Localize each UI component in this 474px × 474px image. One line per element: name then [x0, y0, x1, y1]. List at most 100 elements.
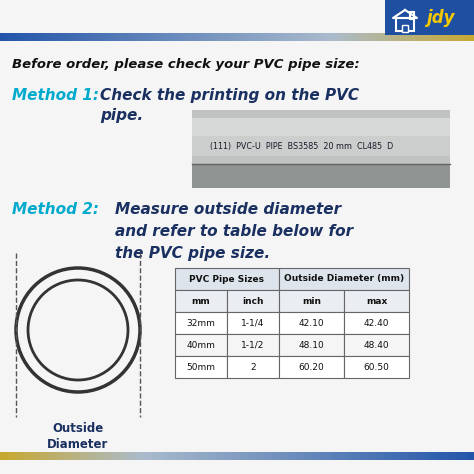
Bar — [318, 33, 320, 41]
Bar — [57, 33, 59, 41]
Bar — [82, 452, 85, 460]
Bar — [96, 33, 99, 41]
Bar — [54, 33, 56, 41]
Bar — [248, 33, 251, 41]
Bar — [32, 452, 34, 460]
Bar — [18, 33, 20, 41]
Bar — [213, 452, 216, 460]
Bar — [201, 452, 203, 460]
Bar — [465, 33, 467, 41]
Bar — [174, 452, 176, 460]
Bar — [1, 33, 4, 41]
Text: min: min — [302, 297, 321, 306]
Bar — [324, 33, 327, 41]
Bar — [289, 452, 292, 460]
Bar — [144, 452, 146, 460]
Bar — [291, 33, 293, 41]
Bar — [385, 452, 388, 460]
Bar — [333, 452, 336, 460]
Bar — [1, 452, 4, 460]
Bar — [163, 33, 165, 41]
Bar — [381, 452, 383, 460]
Bar — [245, 452, 247, 460]
Bar — [65, 452, 67, 460]
Bar — [276, 452, 279, 460]
Bar — [209, 452, 211, 460]
Bar — [324, 452, 327, 460]
Bar — [269, 33, 271, 41]
Bar — [146, 33, 148, 41]
Bar — [198, 452, 200, 460]
Bar — [305, 452, 308, 460]
Bar — [158, 33, 161, 41]
Bar — [236, 452, 238, 460]
Bar — [58, 33, 61, 41]
Bar — [103, 452, 105, 460]
Bar — [32, 33, 34, 41]
Bar — [33, 452, 36, 460]
Bar — [134, 452, 137, 460]
Bar — [131, 33, 134, 41]
Bar — [122, 452, 124, 460]
Bar — [150, 33, 153, 41]
Bar — [232, 452, 235, 460]
Bar — [414, 33, 417, 41]
Bar — [207, 33, 210, 41]
Bar — [276, 33, 279, 41]
Bar — [129, 33, 132, 41]
Bar — [351, 33, 353, 41]
Bar — [461, 452, 464, 460]
Bar — [108, 452, 110, 460]
Bar — [74, 33, 77, 41]
Bar — [264, 33, 266, 41]
Bar — [237, 33, 239, 41]
Bar — [409, 33, 412, 41]
Bar — [196, 33, 199, 41]
Text: 48.40: 48.40 — [364, 340, 389, 349]
Bar — [229, 452, 232, 460]
Bar — [283, 452, 285, 460]
Bar — [236, 33, 238, 41]
Bar — [79, 452, 82, 460]
Bar — [357, 33, 360, 41]
Text: Method 1:: Method 1: — [12, 88, 99, 103]
Bar — [55, 33, 58, 41]
Bar — [76, 452, 78, 460]
Bar — [84, 452, 86, 460]
Text: inch: inch — [242, 297, 264, 306]
Bar — [104, 452, 107, 460]
Bar — [297, 452, 300, 460]
Text: 60.50: 60.50 — [364, 363, 390, 372]
Bar — [368, 452, 371, 460]
Bar — [217, 33, 219, 41]
Bar — [73, 33, 75, 41]
Bar — [133, 452, 135, 460]
Bar — [101, 33, 104, 41]
Bar — [243, 452, 246, 460]
Bar — [76, 33, 78, 41]
Bar — [70, 452, 72, 460]
Bar — [175, 452, 178, 460]
Bar — [368, 33, 371, 41]
Bar — [204, 33, 206, 41]
Bar — [28, 452, 31, 460]
Bar — [261, 33, 263, 41]
Bar — [14, 452, 17, 460]
Bar — [396, 18, 414, 31]
Bar — [288, 33, 290, 41]
Bar — [449, 33, 451, 41]
Bar — [117, 452, 119, 460]
Text: pipe.: pipe. — [100, 108, 143, 123]
Bar — [52, 452, 55, 460]
Bar — [458, 33, 461, 41]
Bar — [161, 33, 164, 41]
Bar — [313, 33, 315, 41]
Bar — [447, 33, 450, 41]
Bar — [93, 33, 96, 41]
Bar — [100, 33, 102, 41]
Bar — [408, 452, 410, 460]
Bar — [30, 452, 33, 460]
Bar — [468, 33, 470, 41]
Bar — [167, 33, 170, 41]
Bar — [186, 33, 189, 41]
